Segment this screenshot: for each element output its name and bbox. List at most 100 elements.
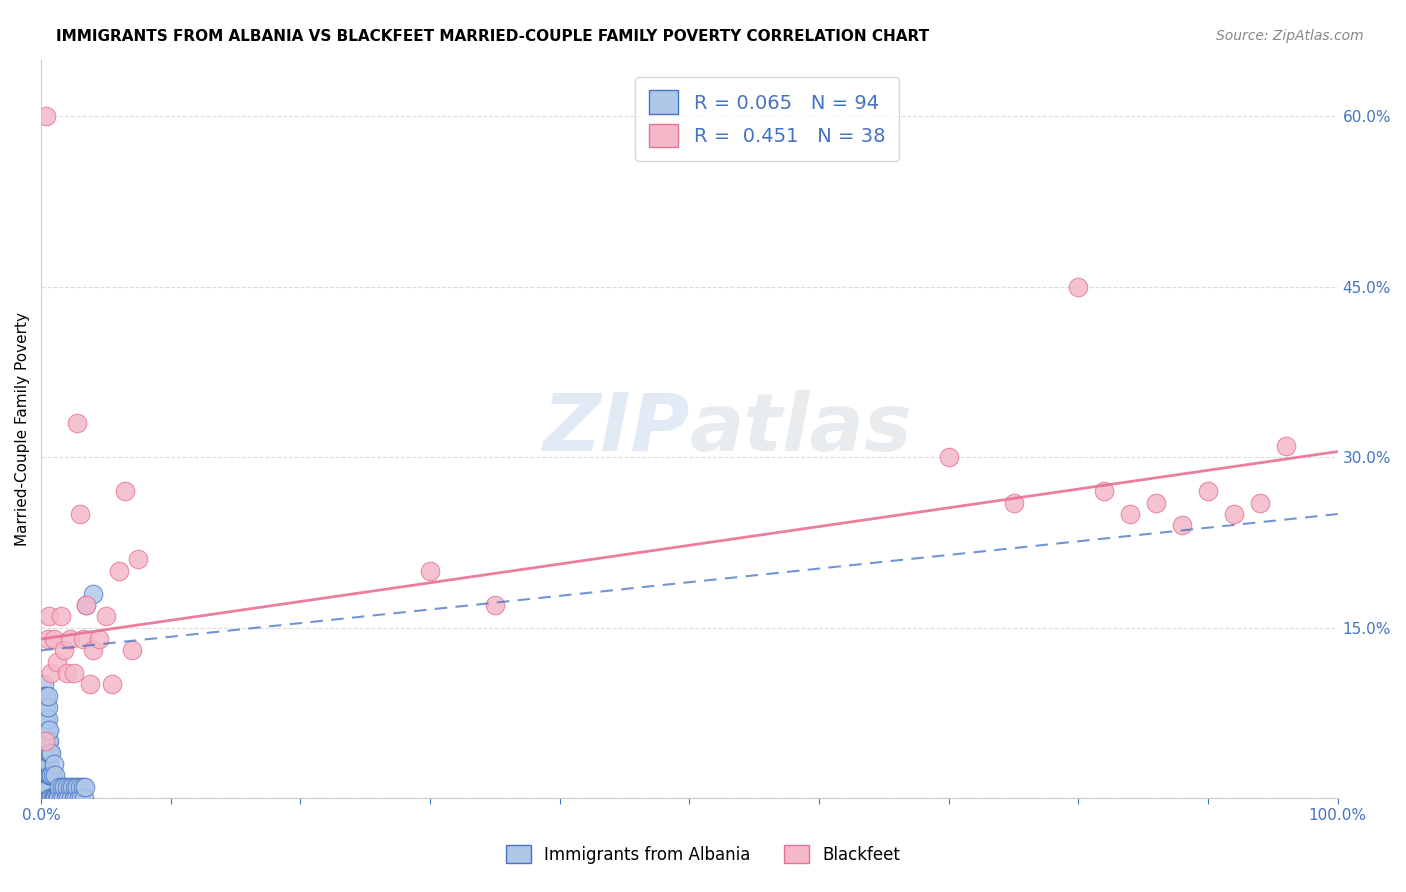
Point [69, 780, 91, 794]
Point [1092, 484, 1115, 499]
Point [34, 700, 56, 714]
Point [484, 598, 506, 612]
Point [66, 416, 89, 430]
Point [114, 484, 136, 499]
Point [35, 723, 58, 737]
Point [59, 632, 82, 646]
Point [34, 791, 56, 805]
Point [35, 689, 58, 703]
Point [32, 746, 55, 760]
Point [51, 780, 73, 794]
Point [37, 632, 59, 646]
Point [39, 768, 62, 782]
Point [35, 734, 58, 748]
Point [34, 768, 56, 782]
Point [42, 768, 65, 782]
Point [34, 780, 56, 794]
Point [32, 677, 55, 691]
Point [32, 712, 55, 726]
Point [45, 791, 67, 805]
Point [32, 768, 55, 782]
Point [35, 700, 58, 714]
Point [31, 746, 53, 760]
Point [34, 734, 56, 748]
Legend: Immigrants from Albania, Blackfeet: Immigrants from Albania, Blackfeet [499, 838, 907, 871]
Point [38, 768, 60, 782]
Point [45, 655, 67, 669]
Point [52, 791, 75, 805]
Point [66, 780, 89, 794]
Point [94, 609, 117, 624]
Text: IMMIGRANTS FROM ALBANIA VS BLACKFEET MARRIED-COUPLE FAMILY POVERTY CORRELATION C: IMMIGRANTS FROM ALBANIA VS BLACKFEET MAR… [56, 29, 929, 44]
Point [41, 768, 63, 782]
Point [41, 666, 63, 681]
Point [69, 507, 91, 521]
Point [31, 780, 53, 794]
Point [35, 780, 58, 794]
Point [34, 746, 56, 760]
Point [108, 564, 131, 578]
Point [37, 756, 59, 771]
Legend: R = 0.065   N = 94, R =  0.451   N = 38: R = 0.065 N = 94, R = 0.451 N = 38 [636, 77, 898, 161]
Point [1144, 496, 1167, 510]
Point [49, 609, 72, 624]
Point [38, 746, 60, 760]
Point [31, 689, 53, 703]
Point [55, 791, 77, 805]
Point [73, 791, 96, 805]
Point [35, 746, 58, 760]
Point [35, 791, 58, 805]
Point [42, 756, 65, 771]
Text: ZIP: ZIP [541, 390, 689, 467]
Point [56, 666, 79, 681]
Point [38, 609, 60, 624]
Point [31, 734, 53, 748]
Point [31, 723, 53, 737]
Point [89, 632, 111, 646]
Point [41, 746, 63, 760]
Point [31, 768, 53, 782]
Point [1197, 484, 1219, 499]
Point [37, 700, 59, 714]
Point [39, 791, 62, 805]
Point [44, 768, 66, 782]
Point [31, 756, 53, 771]
Point [32, 734, 55, 748]
Text: Source: ZipAtlas.com: Source: ZipAtlas.com [1216, 29, 1364, 43]
Point [1274, 439, 1296, 453]
Point [48, 780, 70, 794]
Point [70, 791, 93, 805]
Point [32, 700, 55, 714]
Point [37, 734, 59, 748]
Point [62, 666, 84, 681]
Point [1119, 507, 1142, 521]
Point [1002, 496, 1025, 510]
Point [31, 791, 53, 805]
Point [41, 791, 63, 805]
Point [72, 632, 94, 646]
Point [34, 756, 56, 771]
Point [1171, 518, 1194, 533]
Point [31, 700, 53, 714]
Point [39, 746, 62, 760]
Point [34, 712, 56, 726]
Point [1067, 280, 1090, 294]
Point [58, 791, 80, 805]
Point [419, 564, 441, 578]
Point [60, 780, 83, 794]
Point [34, 689, 56, 703]
Point [38, 723, 60, 737]
Point [37, 780, 59, 794]
Point [67, 791, 90, 805]
Point [37, 723, 59, 737]
Point [82, 643, 104, 657]
Point [38, 734, 60, 748]
Point [34, 723, 56, 737]
Point [59, 791, 82, 805]
Point [35, 756, 58, 771]
Point [72, 780, 94, 794]
Point [31, 712, 53, 726]
Text: atlas: atlas [689, 390, 912, 467]
Point [65, 791, 87, 805]
Y-axis label: Married-Couple Family Poverty: Married-Couple Family Poverty [15, 312, 30, 546]
